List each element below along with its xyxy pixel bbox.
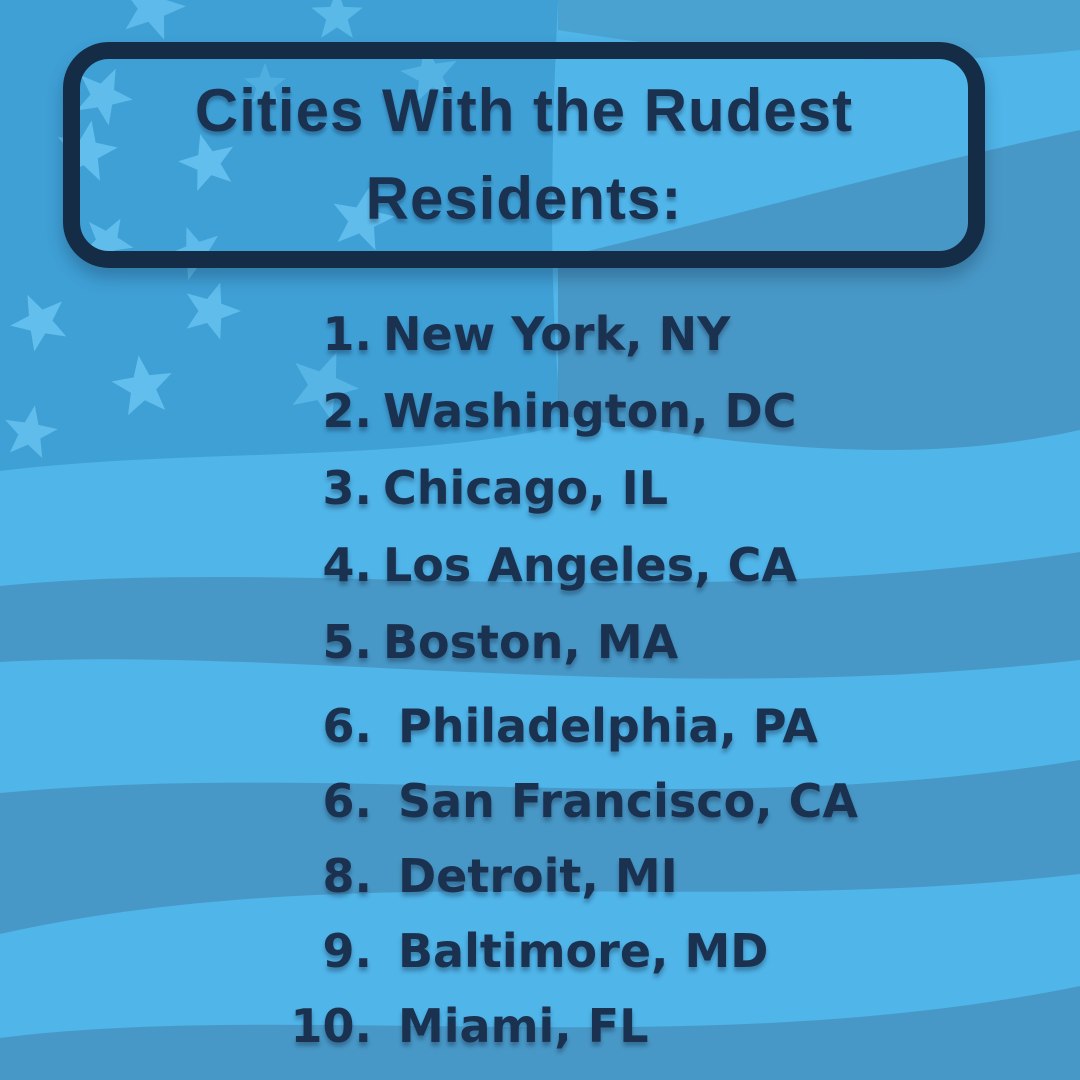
list-item-city: Chicago, IL: [383, 461, 669, 515]
list-item-city: San Francisco, CA: [398, 774, 859, 828]
rudest-cities-list: 1. New York, NY 2. Washington, DC 3. Chi…: [0, 296, 1080, 1064]
list-item-rank: 2.: [322, 384, 372, 438]
list-group-bottom-five: 6. Philadelphia, PA 6. San Francisco, CA…: [0, 689, 1080, 1064]
list-item: 9. Baltimore, MD: [0, 914, 1080, 989]
page-title-line2: Residents:: [365, 165, 683, 232]
list-item-rank: 9.: [322, 924, 372, 978]
list-item-rank: 6.: [322, 699, 372, 753]
list-item-rank: 4.: [322, 538, 372, 592]
list-item-rank: 5.: [322, 615, 372, 669]
list-item: 2. Washington, DC: [0, 373, 1080, 450]
list-item-city: Detroit, MI: [398, 849, 678, 903]
list-item-city: New York, NY: [383, 307, 731, 361]
page-title-line1: Cities With the Rudest: [194, 77, 854, 144]
list-item: 6. Philadelphia, PA: [0, 689, 1080, 764]
flag-canton: [0, 0, 562, 471]
list-item: 10. Miami, FL: [0, 989, 1080, 1064]
list-group-top-five: 1. New York, NY 2. Washington, DC 3. Chi…: [0, 296, 1080, 681]
list-item: 8. Detroit, MI: [0, 839, 1080, 914]
list-item-city: Philadelphia, PA: [398, 699, 818, 753]
list-item-city: Boston, MA: [383, 615, 679, 669]
list-item: 6. San Francisco, CA: [0, 764, 1080, 839]
list-item: 1. New York, NY: [0, 296, 1080, 373]
list-item-rank: 6.: [322, 774, 372, 828]
list-item-rank: 1.: [322, 307, 372, 361]
list-item-city: Los Angeles, CA: [383, 538, 797, 592]
list-item: 3. Chicago, IL: [0, 450, 1080, 527]
list-item-city: Miami, FL: [398, 999, 649, 1053]
list-item-city: Washington, DC: [383, 384, 797, 438]
list-item-rank: 3.: [322, 461, 372, 515]
title-box: Cities With the Rudest Residents:: [63, 42, 985, 268]
list-item-city: Baltimore, MD: [398, 924, 769, 978]
list-item: 4. Los Angeles, CA: [0, 527, 1080, 604]
list-item: 5. Boston, MA: [0, 604, 1080, 681]
list-item-rank: 10.: [290, 999, 373, 1053]
list-item-rank: 8.: [322, 849, 372, 903]
